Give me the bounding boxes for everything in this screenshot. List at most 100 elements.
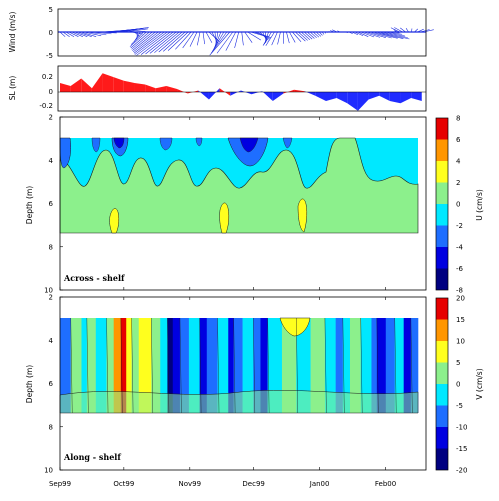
wind-stick	[132, 31, 156, 51]
u-negative-contour	[159, 137, 173, 151]
v-contour-line	[131, 317, 134, 414]
wind-stick	[363, 31, 381, 38]
u-colorbar-band	[436, 118, 448, 140]
x-tick-label: Nov99	[179, 480, 202, 488]
v-contour-line	[233, 317, 236, 414]
sea-level-negative	[240, 90, 252, 95]
u-colorbar-frame	[435, 117, 449, 291]
sea-level-positive	[123, 80, 135, 92]
sl-ytick: 0	[49, 88, 53, 96]
wind-stick	[62, 31, 70, 37]
wind-stick	[71, 31, 83, 37]
v-positive-contour	[59, 390, 419, 414]
u-panel-label: Across - shelf	[63, 273, 125, 283]
v-velocity-band	[360, 318, 372, 413]
wind-stick	[247, 31, 262, 41]
wind-stick	[366, 31, 386, 38]
v-ytick: 2	[49, 294, 53, 302]
wind-stick	[216, 31, 234, 54]
sea-level-positive	[177, 89, 188, 94]
sea-level-positive	[102, 73, 114, 92]
v-contour-line	[199, 317, 202, 414]
v-velocity-band	[179, 318, 190, 413]
wind-stick	[241, 31, 244, 46]
v-velocity-band	[335, 318, 344, 413]
v-contour-line	[179, 317, 182, 414]
v-colorbar-band	[436, 298, 448, 320]
wind-stick	[145, 31, 174, 55]
v-velocity-band	[310, 318, 326, 413]
u-negative-contour	[91, 137, 101, 153]
sea-level-negative	[357, 92, 369, 111]
u-negative-contour	[239, 137, 259, 153]
u-colorbar-tick: 6	[456, 136, 461, 144]
v-velocity-band	[233, 318, 243, 413]
wind-stick	[315, 31, 322, 37]
v-contour-line	[167, 317, 170, 414]
wind-stick	[133, 31, 162, 54]
v-velocity-band	[70, 318, 82, 413]
u-ytick: 6	[49, 200, 54, 208]
wind-stick	[286, 31, 290, 44]
v-colorbar-band	[436, 362, 448, 384]
u-colorbar: -8 -6 -4 -2 0 2 4 6 8	[435, 115, 464, 295]
wind-ytick: -5	[46, 52, 53, 60]
v-velocity-band	[228, 318, 234, 413]
wind-stick	[132, 31, 159, 53]
v-ytick: 4	[49, 337, 54, 345]
v-contour-line	[394, 317, 397, 414]
sea-level-positive	[145, 84, 156, 92]
v-velocity-band	[296, 318, 311, 413]
v-velocity-band	[95, 318, 107, 413]
u-colorbar-band	[436, 182, 448, 204]
wind-stick	[175, 31, 192, 50]
wind-stick	[130, 31, 150, 49]
sea-level-positive	[70, 78, 82, 92]
sea-level-positive	[81, 78, 92, 92]
sea-level-negative	[368, 92, 380, 100]
wind-panel: Wind (m/s) 5 0 -5	[8, 6, 434, 60]
wind-stick	[136, 31, 168, 56]
v-velocity-band	[151, 318, 161, 413]
v-velocity-band	[160, 318, 168, 413]
sea-level-panel: SL (m) 0.2 0 -0.2	[8, 65, 427, 112]
u-colorbar-label: U (cm/s)	[475, 189, 484, 221]
wind-stick	[167, 31, 189, 51]
v-colorbar-band	[436, 427, 448, 449]
u-colorbar-band	[436, 268, 448, 290]
across-shelf-panel: Depth (m) 2 4 6 8 10 Across - shelf -8 -6 -4 -2…	[25, 114, 484, 295]
wind-stick	[134, 31, 165, 55]
v-contour-line	[106, 317, 109, 414]
v-contour-line	[342, 317, 345, 414]
v-colorbar: -20 -15 -10 -5 0 5 10 15 20	[435, 295, 467, 475]
u-colorbar-band	[436, 204, 448, 226]
wind-sticks	[58, 27, 434, 56]
sea-level-positive	[294, 89, 305, 92]
sl-ytick: 0.2	[42, 73, 53, 81]
wind-stick	[310, 31, 317, 39]
u-colorbar-tick: -4	[456, 244, 464, 252]
v-velocity-band	[376, 318, 387, 413]
wind-stick	[277, 31, 281, 45]
v-colorbar-label: V (cm/s)	[475, 368, 484, 399]
wind-stick	[210, 31, 228, 54]
u-colorbar-band	[436, 161, 448, 183]
u-negative-contour	[282, 137, 293, 149]
v-velocity-band	[260, 318, 268, 413]
sea-level-area	[60, 73, 422, 111]
v-colorbar-tick: -20	[456, 467, 467, 475]
wind-ytick: 5	[49, 6, 53, 14]
sl-ylabel: SL (m)	[8, 76, 17, 101]
v-velocity-band	[394, 318, 404, 413]
wind-ylabel: Wind (m/s)	[8, 12, 17, 53]
sea-level-positive	[113, 77, 124, 92]
wind-stick	[307, 31, 315, 39]
wind-stick	[360, 31, 375, 38]
wind-stick	[182, 31, 195, 49]
v-velocity-band	[138, 318, 152, 413]
v-colorbar-frame	[435, 297, 449, 471]
wind-stick	[83, 31, 102, 37]
wind-stick	[68, 31, 79, 37]
u-frame	[59, 116, 427, 291]
